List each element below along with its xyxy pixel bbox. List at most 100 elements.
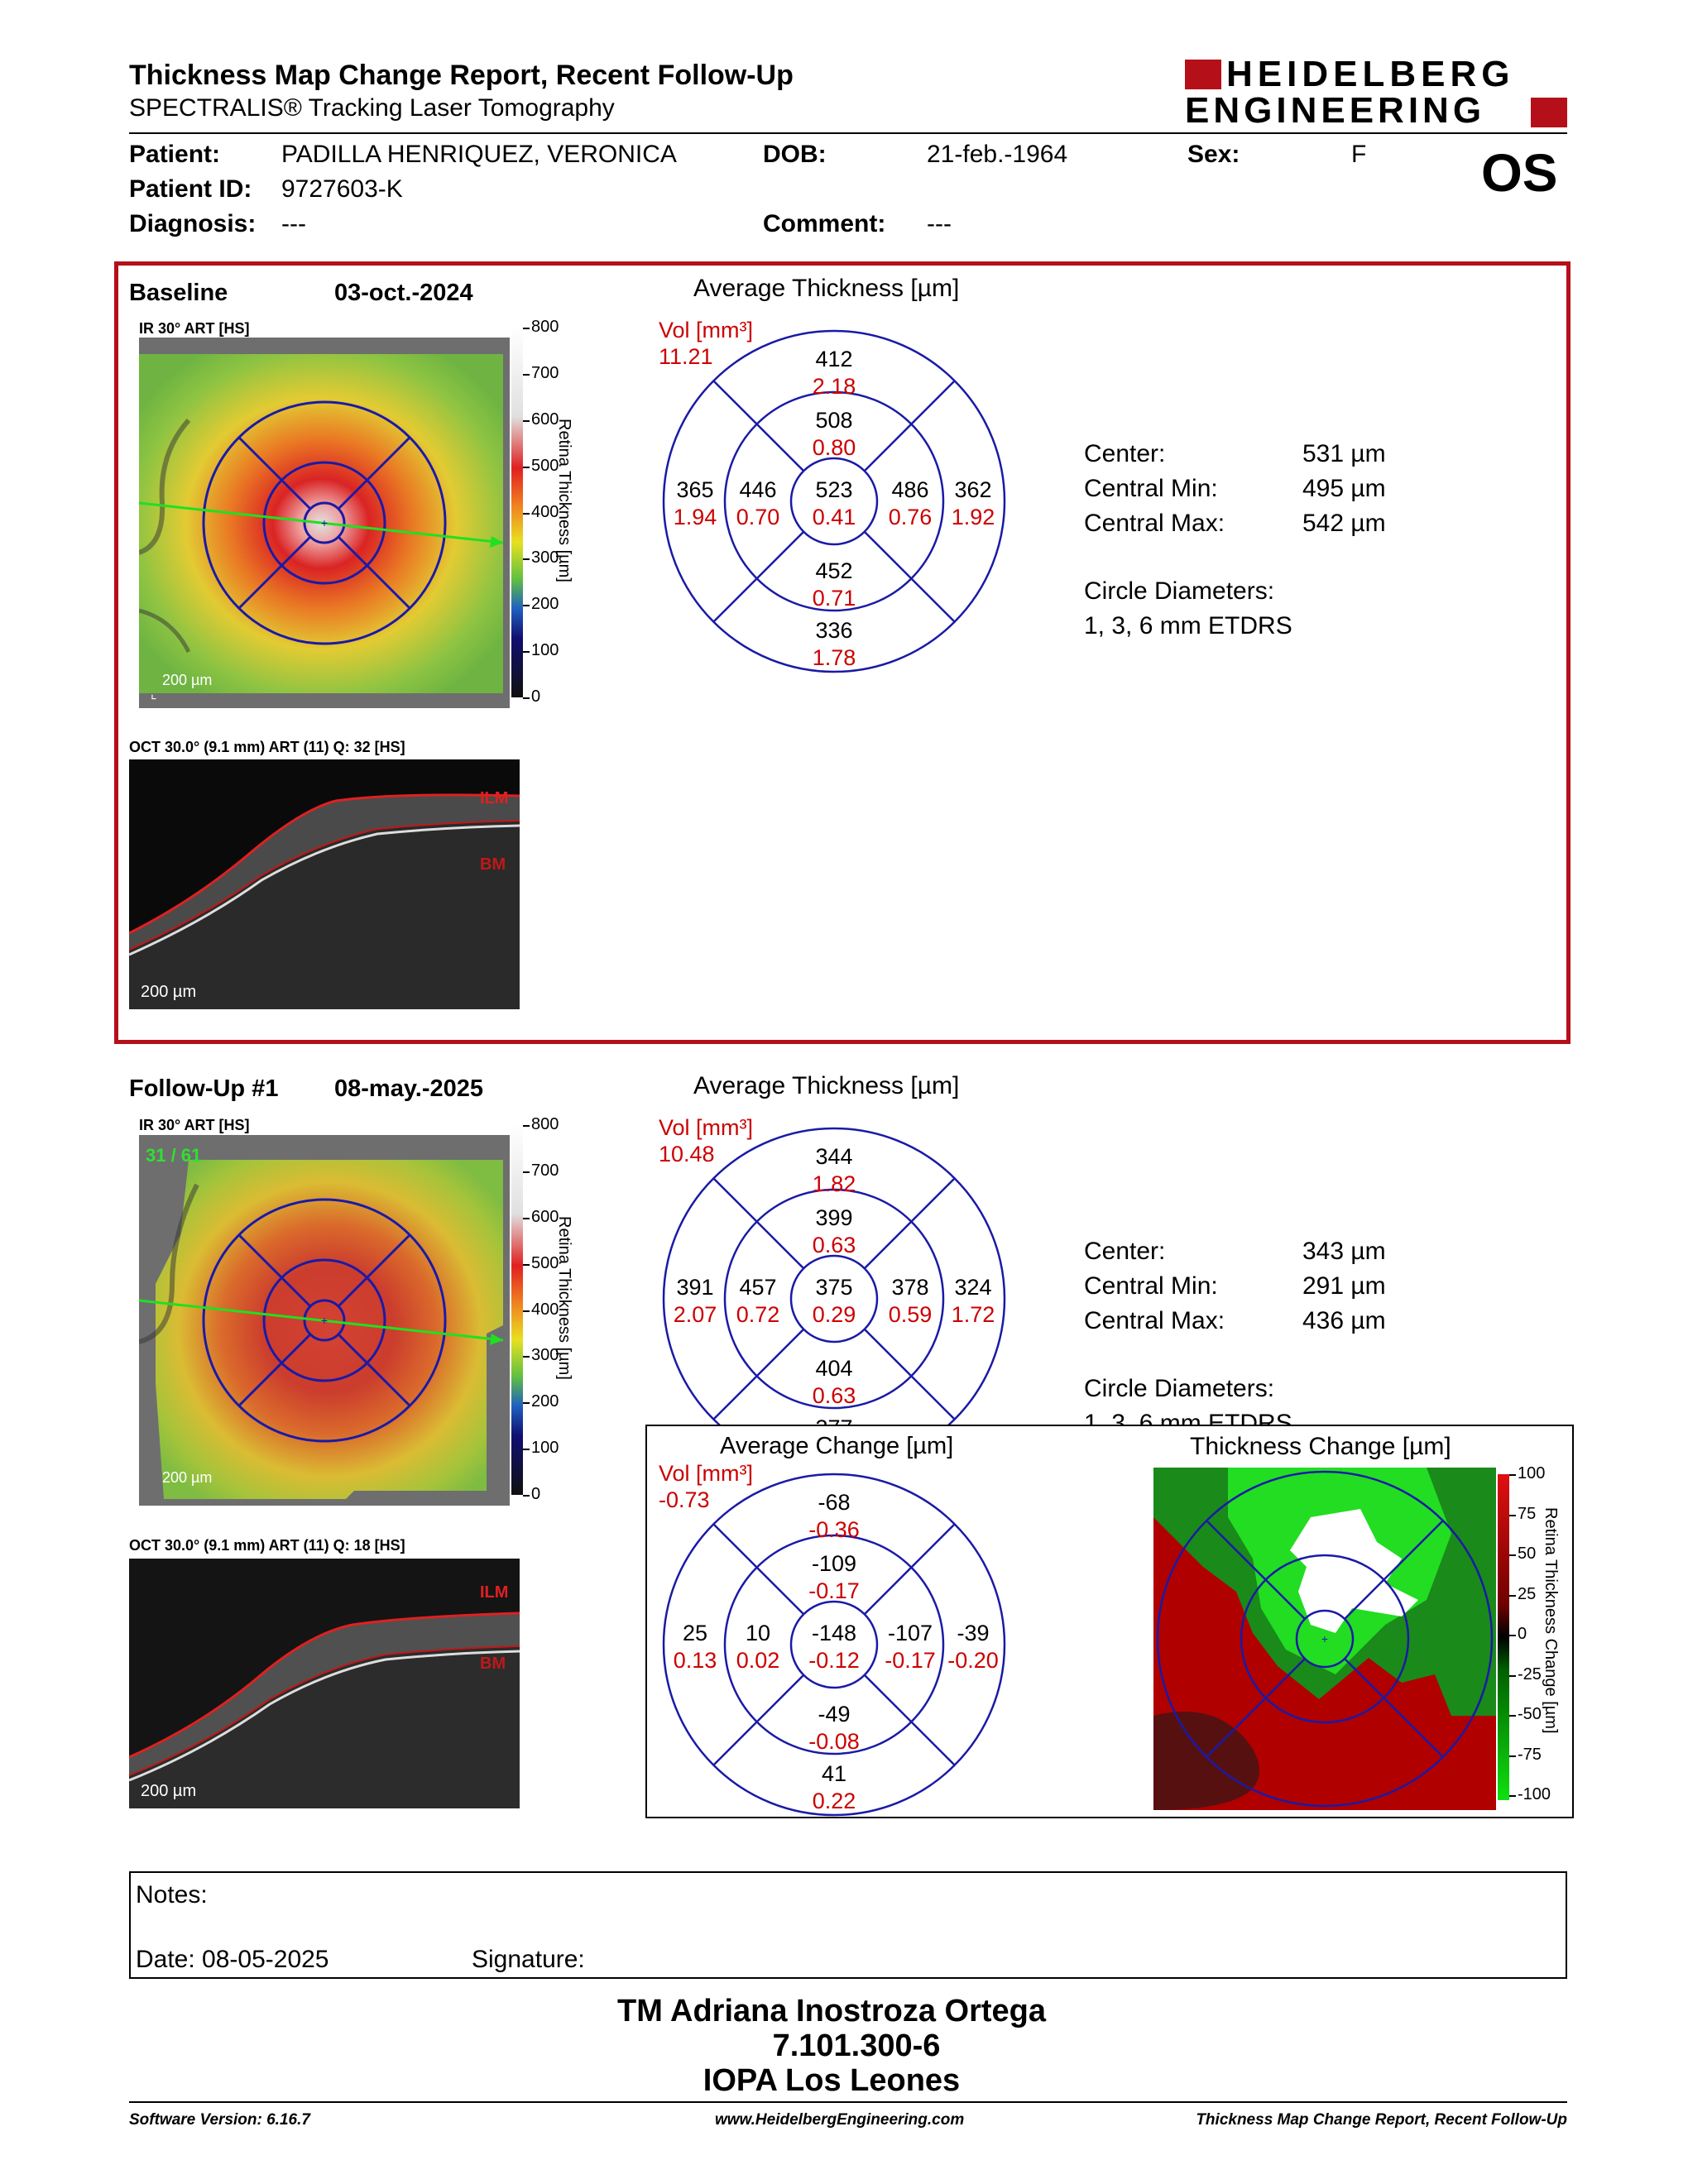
colorbar-tick-mark bbox=[523, 558, 530, 561]
footer-rule bbox=[129, 2101, 1567, 2103]
grid-volume-inner-nas: 0.02 bbox=[736, 1648, 780, 1673]
colorbar-tick-mark bbox=[523, 1217, 530, 1219]
footer-website[interactable]: www.HeidelbergEngineering.com bbox=[715, 2111, 965, 2129]
colorbar-tick-mark bbox=[523, 1356, 530, 1358]
grid-volume-center: 0.41 bbox=[812, 505, 856, 529]
change-map-title: Thickness Change [µm] bbox=[1190, 1433, 1451, 1460]
baseline-ilm-label: ILM bbox=[480, 789, 509, 807]
followup-date: 08-may.-2025 bbox=[334, 1075, 484, 1102]
colorbar-tick-mark bbox=[1509, 1674, 1516, 1677]
grid-value-inner-nas: 10 bbox=[745, 1621, 771, 1645]
footer-report: Thickness Map Change Report, Recent Foll… bbox=[1196, 2111, 1567, 2129]
colorbar-tick-label: 600 bbox=[531, 410, 559, 429]
colorbar-tick-mark bbox=[523, 651, 530, 654]
grid-volume-inner-temp: -0.17 bbox=[885, 1648, 936, 1673]
colorbar-tick-label: 800 bbox=[531, 318, 559, 336]
patient-id-label: Patient ID: bbox=[129, 175, 252, 203]
colorbar-tick-mark bbox=[1509, 1514, 1516, 1516]
followup-ir-caption: IR 30° ART [HS] bbox=[139, 1117, 250, 1133]
grid-volume-outer-inf: 0.22 bbox=[812, 1789, 856, 1813]
colorbar-tick-mark bbox=[523, 1310, 530, 1312]
colorbar-tick-label: 25 bbox=[1518, 1584, 1537, 1603]
svg-text:+: + bbox=[1321, 1632, 1328, 1645]
baseline-date: 03-oct.-2024 bbox=[334, 280, 473, 306]
colorbar-tick-label: 200 bbox=[531, 1392, 559, 1411]
patient-id-value: 9727603-K bbox=[281, 175, 403, 203]
signature-label: Signature: bbox=[472, 1946, 585, 1973]
grid-value-outer-sup: 344 bbox=[815, 1144, 853, 1169]
grid-volume-center: -0.12 bbox=[808, 1648, 860, 1673]
patient-name: PADILLA HENRIQUEZ, VERONICA bbox=[281, 141, 677, 168]
baseline-scale-label: 200 µm bbox=[162, 672, 213, 688]
grid-value-center: -148 bbox=[811, 1621, 857, 1645]
baseline-colorbar: 800 700 600 500 400 300 200 100 0 Retina Thickne… bbox=[511, 318, 586, 708]
logo-block-bottom bbox=[1531, 98, 1567, 127]
grid-volume-outer-nas: 2.07 bbox=[673, 1302, 717, 1327]
grid-value-inner-inf: 404 bbox=[815, 1356, 853, 1381]
svg-text:+: + bbox=[321, 1314, 328, 1327]
followup-label: Follow-Up #1 bbox=[129, 1075, 279, 1102]
grid-value-outer-nas: 365 bbox=[676, 477, 714, 502]
grid-sector-line bbox=[863, 380, 956, 472]
grid-volume-inner-nas: 0.72 bbox=[736, 1302, 780, 1327]
notes-label: Notes: bbox=[136, 1881, 208, 1909]
logo-line1: HEIDELBERG bbox=[1226, 54, 1515, 94]
colorbar-tick-mark bbox=[1509, 1635, 1516, 1636]
colorbar-tick-mark bbox=[1509, 1474, 1516, 1476]
followup-min-label: Central Min: bbox=[1084, 1272, 1218, 1300]
grid-value-inner-inf: 452 bbox=[815, 558, 853, 583]
signer-name: TM Adriana Inostroza Ortega bbox=[617, 1994, 1046, 2028]
followup-center-value: 343 µm bbox=[1302, 1238, 1386, 1265]
grid-volume-outer-sup: 2.18 bbox=[812, 374, 856, 399]
colorbar-tick-label: 500 bbox=[531, 1253, 559, 1272]
grid-sector-line bbox=[863, 1177, 956, 1270]
baseline-etdrs-grid: 412 2.18 508 0.80 365 1.94 446 0.70 523 0.41 486 0.… bbox=[659, 326, 1009, 677]
change-etdrs-grid: -68 -0.36 -109 -0.17 25 0.13 10 0.02 -148 -0.12 -1… bbox=[659, 1469, 1009, 1820]
diagnosis-label: Diagnosis: bbox=[129, 210, 257, 237]
grid-sector-line bbox=[712, 1328, 805, 1420]
colorbar-tick-label: 500 bbox=[531, 456, 559, 475]
grid-value-inner-sup: 399 bbox=[815, 1205, 853, 1230]
colorbar-tick-label: 0 bbox=[531, 687, 541, 706]
colorbar-tick-label: 200 bbox=[531, 595, 559, 614]
colorbar-tick-mark bbox=[523, 1495, 530, 1497]
grid-outer-ring bbox=[662, 1473, 1006, 1817]
baseline-circle-value: 1, 3, 6 mm ETDRS bbox=[1084, 612, 1292, 639]
colorbar-tick-label: 300 bbox=[531, 548, 559, 568]
grid-value-outer-temp: -39 bbox=[957, 1621, 990, 1645]
comment-label: Comment: bbox=[763, 210, 886, 237]
baseline-center-value: 531 µm bbox=[1302, 440, 1386, 467]
followup-thickness-map: + 31 / 61 200 µm bbox=[138, 1135, 510, 1506]
colorbar-tick-label: 100 bbox=[531, 1439, 559, 1458]
colorbar-tick-mark bbox=[523, 1402, 530, 1405]
baseline-label: Baseline bbox=[129, 280, 228, 306]
followup-max-label: Central Max: bbox=[1084, 1307, 1225, 1334]
grid-value-inner-temp: -107 bbox=[887, 1621, 933, 1645]
grid-value-outer-temp: 362 bbox=[954, 477, 992, 502]
grid-volume-outer-sup: -0.36 bbox=[808, 1517, 860, 1542]
baseline-thickness-map: + ⌞ 200 µm bbox=[137, 338, 510, 708]
colorbar-tick-mark bbox=[523, 373, 530, 376]
followup-colorbar-title: Retina Thickness [µm] bbox=[555, 1216, 573, 1380]
baseline-circle-label: Circle Diameters: bbox=[1084, 577, 1275, 605]
colorbar-tick-mark bbox=[523, 1263, 530, 1266]
grid-volume-outer-nas: 0.13 bbox=[673, 1648, 717, 1673]
grid-value-inner-sup: 508 bbox=[815, 408, 853, 433]
signer-place: IOPA Los Leones bbox=[703, 2063, 961, 2098]
followup-scale-label: 200 µm bbox=[162, 1469, 213, 1486]
colorbar-tick-label: -50 bbox=[1518, 1705, 1542, 1723]
colorbar-tick-mark bbox=[523, 419, 530, 422]
sex-label: Sex: bbox=[1187, 141, 1240, 168]
baseline-max-label: Central Max: bbox=[1084, 510, 1225, 537]
grid-value-center: 523 bbox=[815, 477, 853, 502]
notes-date: Date: 08-05-2025 bbox=[136, 1946, 329, 1973]
grid-volume-inner-sup: 0.63 bbox=[812, 1233, 856, 1257]
grid-volume-outer-sup: 1.82 bbox=[812, 1171, 856, 1196]
colorbar-tick-label: 50 bbox=[1518, 1545, 1537, 1563]
eye-label: OS bbox=[1481, 143, 1558, 203]
grid-volume-outer-temp: -0.20 bbox=[947, 1648, 999, 1673]
notes-box[interactable]: Notes: Date: 08-05-2025 Signature: bbox=[129, 1871, 1567, 1979]
grid-sector-line bbox=[712, 1177, 805, 1270]
change-vol-total: -0.73 bbox=[659, 1487, 710, 1512]
grid-volume-inner-nas: 0.70 bbox=[736, 505, 780, 529]
